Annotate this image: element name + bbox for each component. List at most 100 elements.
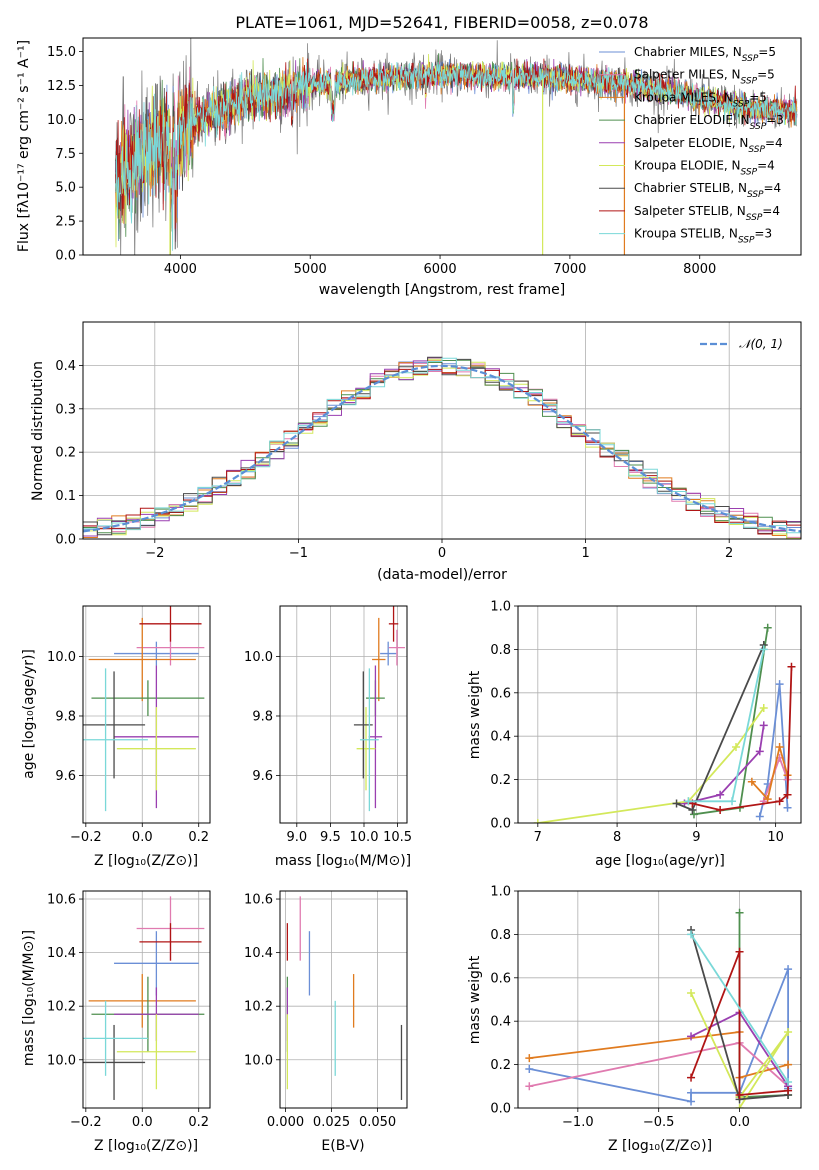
y-tick-label: 0.6: [490, 686, 511, 701]
age-Z-ylabel: age [log₁₀(age/yr)]: [21, 649, 37, 779]
weight-point: [784, 1060, 793, 1069]
weight-line: [537, 707, 765, 823]
x-tick-label: 0.0: [132, 1115, 153, 1130]
weight-point: [784, 965, 793, 974]
legend-label: Kroupa MILES, N: [634, 90, 733, 104]
mass-Z-xlabel: Z [log₁₀(Z/Z⊙)]: [94, 1138, 198, 1154]
y-tick-label: 0.0: [490, 1102, 511, 1117]
x-tick-label: 10: [767, 830, 784, 845]
x-tick-label: 5000: [294, 262, 327, 277]
normal-curve: [83, 364, 801, 533]
legend-sub: SSP: [748, 145, 765, 155]
weight-point: [784, 1028, 793, 1037]
legend-label: Salpeter MILES, N: [634, 68, 741, 82]
panel-age-vs-mass: 9.0 9.5 10.0 10.5 9.6 9.8 10.0: [244, 605, 412, 845]
residual-histogram: [83, 357, 801, 539]
panel-weight-vs-age: 7 8 9 10 0.0 0.2 0.4 0.6 0.8 1.0: [490, 600, 802, 845]
y-tick-label: 2.5: [55, 215, 76, 230]
normal-legend-label: 𝒩(0, 1): [739, 337, 783, 351]
weight-point: [731, 743, 740, 752]
weight-point: [687, 1073, 696, 1082]
axes-frame: [82, 321, 802, 540]
y-tick-label: 10.0: [47, 113, 76, 128]
x-tick-label: 2: [725, 546, 733, 561]
y-tick-label: 7.5: [55, 147, 76, 162]
y-tick-label: 0.2: [490, 1058, 511, 1073]
y-tick-label: 0.2: [55, 446, 76, 461]
x-tick-label: 0.050: [359, 1115, 396, 1130]
age-Z-xlabel: Z [log₁₀(Z/Z⊙)]: [94, 853, 198, 869]
x-tick-label: 8000: [683, 262, 716, 277]
legend-label: Chabrier STELIB, N: [634, 181, 747, 195]
legend-count: =3: [754, 227, 772, 241]
weight-Z-ylabel: mass weight: [467, 955, 483, 1044]
weight-point: [689, 810, 698, 819]
x-tick-label: 9.0: [286, 830, 307, 845]
weight-point: [687, 930, 696, 939]
legend-label: Chabrier MILES, N: [634, 45, 742, 59]
x-tick-label: 0.000: [267, 1115, 304, 1130]
x-tick-label: −1: [289, 546, 308, 561]
weight-point: [525, 1054, 534, 1063]
weight-point: [735, 908, 744, 917]
axes-frame: [82, 890, 211, 1109]
axes-frame: [279, 890, 408, 1109]
weight-line: [690, 951, 789, 1096]
y-tick-label: 9.6: [55, 769, 76, 784]
weight-point: [755, 747, 764, 756]
axes-frame: [517, 890, 802, 1109]
weight-point: [672, 799, 681, 808]
legend-count: =5: [749, 90, 767, 104]
legend-count: =4: [764, 181, 782, 195]
weight-point: [735, 1090, 744, 1099]
weight-point: [759, 721, 768, 730]
legend-entry: Kroupa MILES, NSSP=5: [634, 90, 767, 109]
y-tick-label: 10.4: [47, 946, 76, 961]
weight-point: [687, 1097, 696, 1106]
y-tick-label: 0.3: [55, 402, 76, 417]
legend-sub: SSP: [741, 77, 758, 87]
y-tick-label: 0.4: [55, 359, 76, 374]
weight-point: [784, 1086, 793, 1095]
legend-label: Salpeter STELIB, N: [634, 204, 746, 218]
y-tick-label: 0.4: [490, 730, 511, 745]
legend-label: Kroupa STELIB, N: [634, 227, 738, 241]
y-tick-label: 10.0: [244, 1053, 273, 1068]
legend-label: Salpeter ELODIE, N: [634, 136, 748, 150]
weight-point: [783, 803, 792, 812]
weight-point: [763, 623, 772, 632]
legend-sub: SSP: [733, 99, 750, 109]
legend-count: =5: [758, 45, 776, 59]
legend-entry: Salpeter MILES, NSSP=5: [634, 68, 775, 87]
y-tick-label: 10.0: [47, 1053, 76, 1068]
spectrum-ylabel: Flux [fλ10⁻¹⁷ erg cm⁻² s⁻¹ A⁻¹]: [16, 40, 32, 252]
legend-label: Kroupa ELODIE, N: [634, 159, 741, 173]
y-tick-label: 0.1: [55, 489, 76, 504]
x-tick-label: 0.2: [188, 830, 209, 845]
weight-point: [747, 777, 756, 786]
weight-point: [687, 1032, 696, 1041]
legend-label: Chabrier ELODIE, N: [634, 113, 750, 127]
y-tick-label: 0.6: [490, 971, 511, 986]
x-tick-label: 0.0: [132, 830, 153, 845]
legend-entry: Chabrier STELIB, NSSP=4: [634, 181, 781, 200]
y-tick-label: 0.0: [55, 533, 76, 548]
x-tick-label: −2: [145, 546, 164, 561]
y-tick-label: 10.2: [47, 1000, 76, 1015]
weight-point: [525, 1082, 534, 1091]
weight-point: [759, 645, 768, 654]
residuals-ylabel: Normed distribution: [30, 361, 46, 501]
legend-sub: SSP: [742, 54, 759, 64]
legend-count: =3: [766, 113, 784, 127]
x-tick-label: 0.0: [729, 1115, 750, 1130]
plot-area-age-vs-Z: [83, 606, 205, 812]
weight-point: [687, 1088, 696, 1097]
spectrum-xlabel: wavelength [Angstrom, rest frame]: [319, 282, 565, 298]
weight-point: [728, 797, 737, 806]
x-tick-label: 9: [692, 830, 700, 845]
legend-count: =4: [765, 136, 783, 150]
weight-point: [783, 790, 792, 799]
y-tick-label: 15.0: [47, 45, 76, 60]
panel-residuals: −2 −1 0 1 2 0.0 0.1 0.2 0.3 0.4 𝒩(0, 1): [55, 321, 802, 561]
